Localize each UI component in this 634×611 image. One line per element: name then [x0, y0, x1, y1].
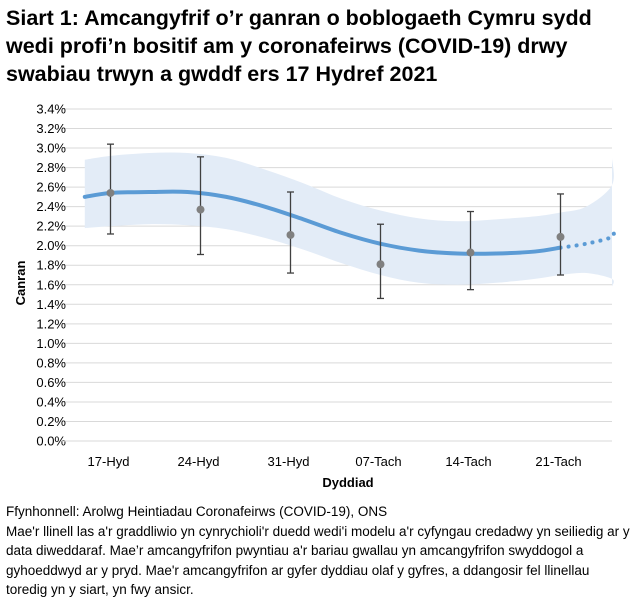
- y-tick-label: 1.6%: [36, 277, 66, 292]
- y-tick-label: 1.4%: [36, 297, 66, 312]
- methodology-note: Mae'r llinell las a'r graddliwio yn cynr…: [6, 523, 630, 598]
- y-tick-label: 2.6%: [36, 180, 66, 195]
- y-axis-title: Canran: [13, 261, 28, 306]
- x-tick-label: 14-Tach: [445, 454, 491, 469]
- chart: 0.0% 0.2% 0.4% 0.6% 0.8% 1.0% 1.2% 1.4% 1.6% 1.8%…: [13, 102, 616, 490]
- chart-footer: Ffynhonnell: Arolwg Heintiadau Coronafei…: [6, 502, 630, 600]
- estimate-point: [196, 205, 205, 214]
- source-note: Ffynhonnell: Arolwg Heintiadau Coronafei…: [6, 504, 388, 519]
- y-tick-label: 0.6%: [36, 375, 66, 390]
- chart-title: Siart 1: Amcangyfrif o’r ganran o boblog…: [6, 6, 592, 86]
- y-tick-label: 1.2%: [36, 316, 66, 331]
- estimate-point: [106, 188, 115, 197]
- x-axis-title: Dyddiad: [322, 475, 373, 490]
- gridlines: [62, 108, 612, 422]
- estimate-point: [466, 248, 475, 257]
- y-axis-ticks: 0.0% 0.2% 0.4% 0.6% 0.8% 1.0% 1.2% 1.4% 1.6% 1.8%…: [36, 102, 66, 449]
- credible-interval-band: [84, 152, 614, 287]
- y-tick-label: 2.0%: [36, 238, 66, 253]
- x-axis-ticks: 17-Hyd 24-Hyd 31-Hyd 07-Tach 14-Tach 21-Tach: [88, 454, 582, 469]
- estimate-point: [286, 230, 295, 239]
- official-estimate-points: [106, 188, 565, 269]
- estimate-point: [556, 232, 565, 241]
- x-tick-label: 07-Tach: [355, 454, 401, 469]
- x-tick-label: 24-Hyd: [178, 454, 220, 469]
- estimate-point: [376, 260, 385, 269]
- x-tick-label: 31-Hyd: [268, 454, 310, 469]
- y-tick-label: 1.0%: [36, 336, 66, 351]
- modelled-trend-line: [82, 189, 563, 256]
- x-tick-label: 21-Tach: [535, 454, 581, 469]
- y-tick-label: 2.2%: [36, 219, 66, 234]
- x-tick-label: 17-Hyd: [88, 454, 130, 469]
- y-tick-label: 3.4%: [36, 102, 66, 117]
- y-tick-label: 0.8%: [36, 355, 66, 370]
- y-tick-label: 2.8%: [36, 160, 66, 175]
- y-tick-label: 0.2%: [36, 414, 66, 429]
- y-tick-label: 0.4%: [36, 394, 66, 409]
- y-tick-label: 0.0%: [36, 434, 66, 449]
- y-tick-label: 3.0%: [36, 141, 66, 156]
- y-tick-label: 1.8%: [36, 258, 66, 273]
- y-tick-label: 2.4%: [36, 199, 66, 214]
- y-tick-label: 3.2%: [36, 121, 66, 136]
- modelled-trend-dotted-line: [558, 228, 616, 250]
